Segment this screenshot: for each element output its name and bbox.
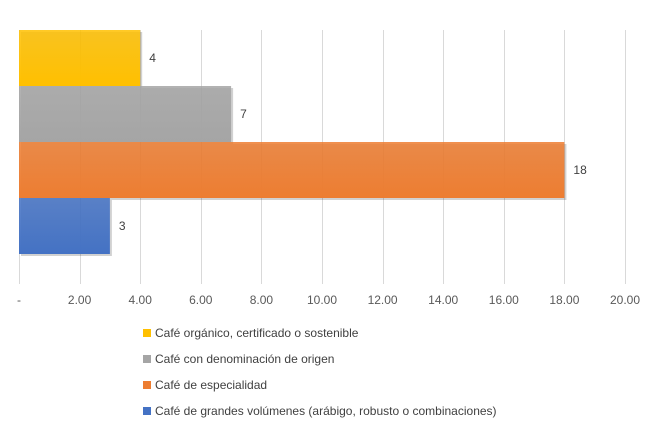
- x-tick-label-8: 16.00: [489, 293, 519, 307]
- x-tick-label-5: 10.00: [307, 293, 337, 307]
- x-tick-label-6: 12.00: [368, 293, 398, 307]
- bar-2: [19, 142, 565, 198]
- legend-label-0: Café orgánico, certificado o sostenible: [155, 326, 359, 340]
- legend-swatch-3: [143, 407, 151, 415]
- legend-label-1: Café con denominación de origen: [155, 352, 334, 366]
- x-tick-label-1: 2.00: [68, 293, 92, 307]
- data-label-1: 7: [240, 107, 247, 121]
- x-tick-label-7: 14.00: [428, 293, 458, 307]
- data-labels: 4 7 18 3: [119, 51, 587, 233]
- legend-swatch-2: [143, 381, 151, 389]
- x-tick-label-2: 4.00: [129, 293, 153, 307]
- data-label-0: 4: [149, 51, 156, 65]
- legend-label-3: Café de grandes volúmenes (arábigo, robu…: [155, 404, 497, 418]
- legend-label-2: Café de especialidad: [155, 378, 267, 392]
- legend-swatch-1: [143, 355, 151, 363]
- x-tick-label-0: -: [17, 293, 21, 307]
- data-label-2: 18: [573, 163, 587, 177]
- data-label-3: 3: [119, 219, 126, 233]
- x-tick-label-9: 18.00: [549, 293, 579, 307]
- bars: [19, 30, 567, 256]
- x-tick-label-4: 8.00: [250, 293, 274, 307]
- legend: Café orgánico, certificado o sostenible C…: [143, 326, 497, 418]
- x-tick-label-10: 20.00: [610, 293, 640, 307]
- x-tick-label-3: 6.00: [189, 293, 213, 307]
- x-axis-tick-labels: - 2.00 4.00 6.00 8.00 10.00 12.00 14.00 16.00 18.…: [17, 293, 640, 307]
- bar-1: [19, 86, 232, 142]
- bar-0: [19, 30, 141, 86]
- legend-swatch-0: [143, 329, 151, 337]
- bar-3: [19, 198, 110, 254]
